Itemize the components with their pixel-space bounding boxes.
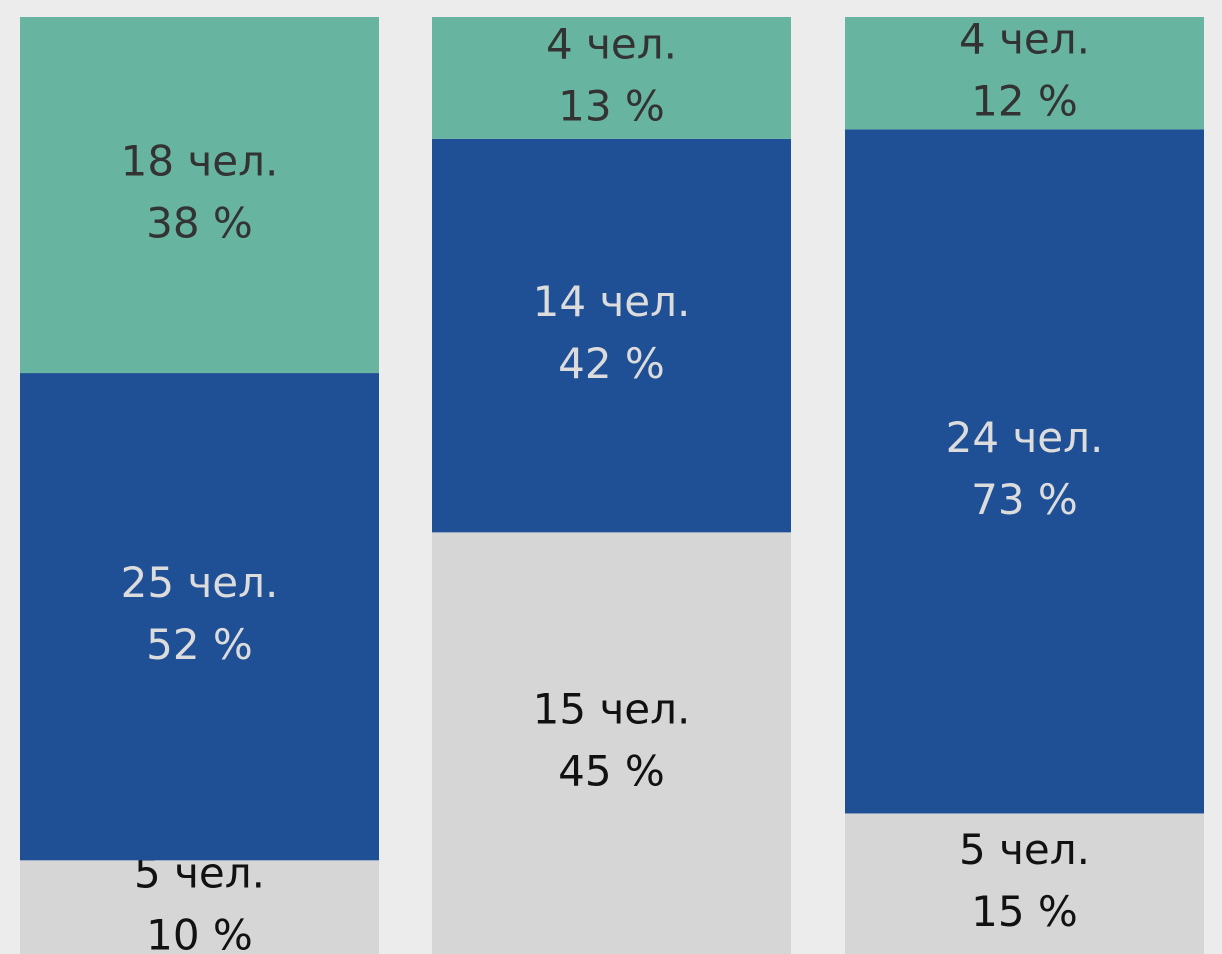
value-label: 42 % [558,339,665,388]
bar-segment [845,129,1204,814]
value-label: 15 % [971,887,1078,936]
count-label: 14 чел. [533,277,691,326]
value-label: 38 % [146,199,253,248]
count-label: 4 чел. [959,15,1090,64]
value-label: 13 % [558,81,665,130]
bar-segment [432,17,791,139]
value-label: 10 % [146,911,253,954]
bar-segment [432,138,791,533]
bar-segment [20,373,379,861]
value-label: 73 % [971,475,1078,524]
value-label: 45 % [558,747,665,796]
value-label: 52 % [146,620,253,669]
bar-segment [432,532,791,954]
count-label: 18 чел. [121,137,279,186]
bar-segment [20,17,379,374]
count-label: 5 чел. [959,825,1090,874]
bar-segment [845,17,1204,130]
count-label: 4 чел. [546,19,677,68]
count-label: 24 чел. [946,413,1104,462]
bar-segment [20,860,379,954]
count-label: 25 чел. [121,558,279,607]
count-label: 15 чел. [533,685,691,734]
bar-segment [845,813,1204,954]
value-label: 12 % [971,77,1078,126]
